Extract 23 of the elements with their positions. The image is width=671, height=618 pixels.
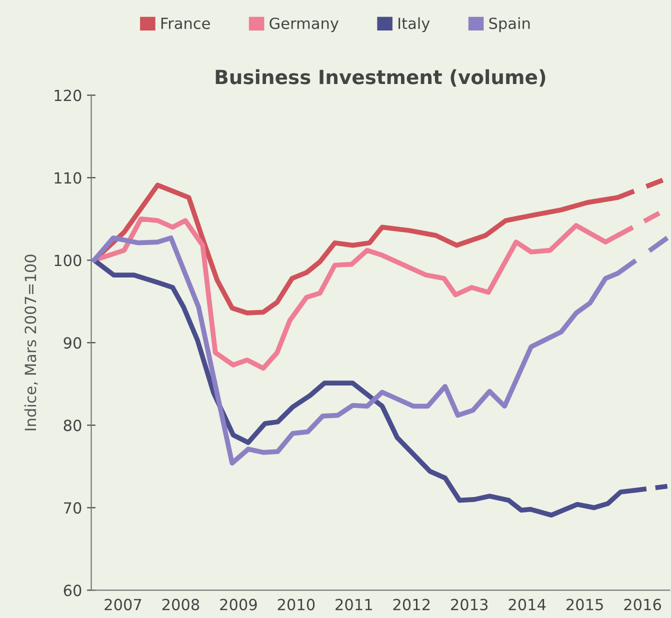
y-tick-label: 120 [54, 90, 82, 102]
x-tick-label: 2015 [566, 598, 603, 610]
x-tick-label: 2008 [162, 598, 200, 610]
y-axis-title: Indice, Mars 2007=100 [24, 254, 38, 430]
x-tick-label: 2010 [278, 598, 315, 610]
y-tick-label: 110 [54, 172, 82, 184]
chart-title: Business Investment (volume) [216, 69, 546, 87]
y-tick-label: 70 [64, 502, 82, 514]
y-tick-label: 100 [54, 254, 82, 266]
y-tick-label: 80 [64, 420, 82, 432]
x-tick-label: 2011 [336, 598, 372, 610]
y-tick-label: 90 [64, 337, 82, 349]
legend-label: Spain [489, 17, 530, 32]
legend-label: France [161, 18, 210, 30]
legend-label: Germany [270, 18, 339, 32]
y-tick-label: 60 [64, 584, 82, 596]
legend-label: Italy [398, 17, 430, 32]
x-tick-label: 2007 [104, 598, 142, 610]
x-tick-label: 2009 [220, 598, 257, 610]
x-tick-label: 2013 [451, 598, 488, 610]
x-tick-label: 2012 [393, 598, 430, 610]
x-tick-label: 2014 [508, 598, 546, 610]
x-tick-label: 2016 [624, 598, 662, 610]
